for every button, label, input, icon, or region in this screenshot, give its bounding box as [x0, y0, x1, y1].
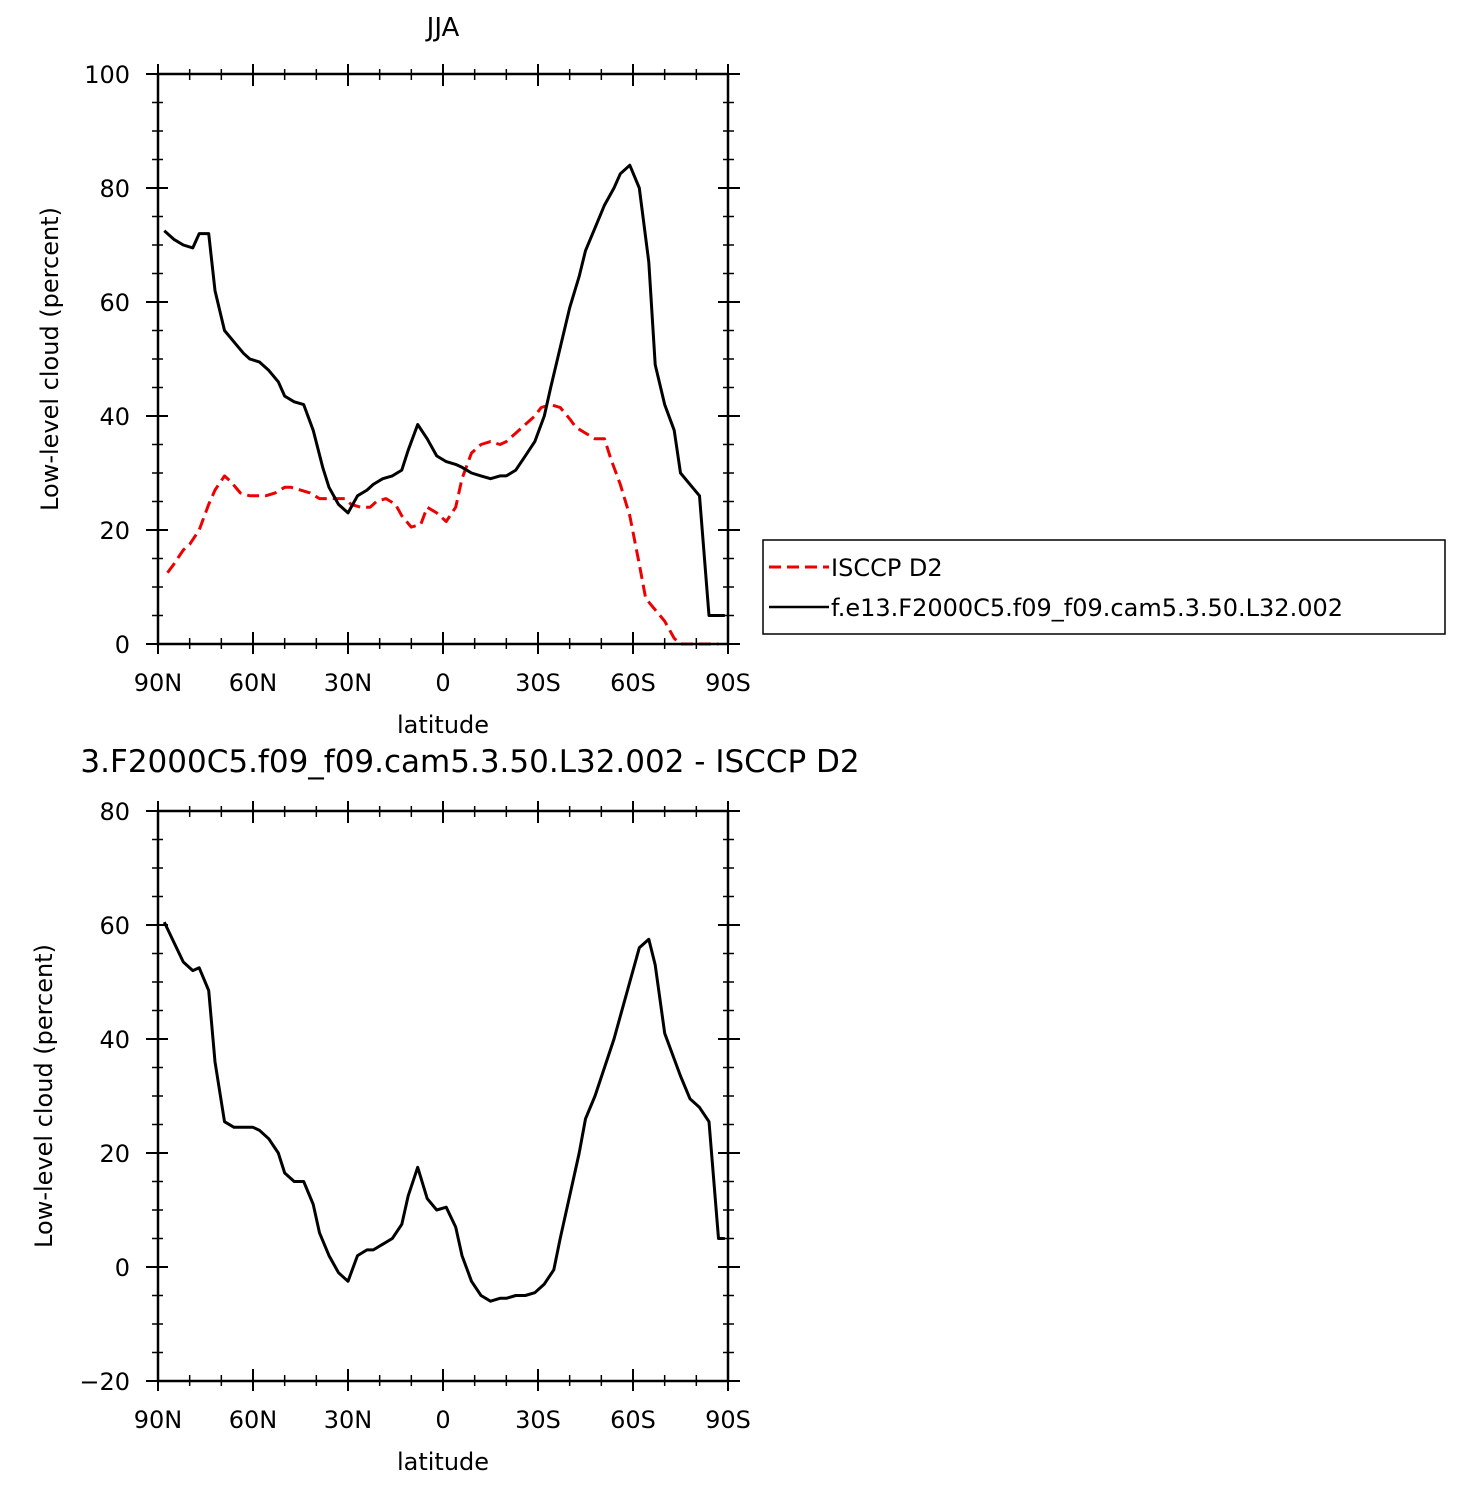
- y-tick-labels: 0 20 40 60 80 100: [84, 61, 130, 659]
- y-tick-label: 100: [84, 61, 130, 89]
- y-tick-label: 80: [99, 175, 130, 203]
- y-tick-label: 0: [115, 631, 130, 659]
- x-tick-label: 60N: [229, 669, 278, 697]
- x-tick-label: 60S: [610, 1406, 656, 1434]
- y-tick-label: 60: [99, 289, 130, 317]
- x-axis-label: latitude: [397, 711, 489, 739]
- x-axis-label: latitude: [397, 1448, 489, 1476]
- y-tick-label: 60: [99, 912, 130, 940]
- series-lines: [162, 921, 725, 1303]
- plot-frame: [156, 72, 730, 646]
- y-tick-label: 0: [115, 1254, 130, 1282]
- y-tick-label: −20: [79, 1368, 130, 1396]
- y-tick-label: 20: [99, 1140, 130, 1168]
- x-tick-label: 0: [435, 669, 450, 697]
- tick-marks: [146, 801, 740, 1391]
- x-tick-label: 30S: [515, 1406, 561, 1434]
- x-tick-labels: 90N 60N 30N 0 30S 60S 90S: [134, 1406, 751, 1434]
- chart-title: JJA: [425, 13, 460, 43]
- plot-frame: [156, 809, 730, 1383]
- series-line-1: [163, 163, 725, 617]
- y-axis-label: Low-level cloud (percent): [30, 944, 58, 1248]
- tick-marks: [146, 64, 740, 654]
- y-tick-label: 40: [99, 1026, 130, 1054]
- x-tick-label: 60S: [610, 669, 656, 697]
- chart-title: 3.F2000C5.f09_f09.cam5.3.50.L32.002 - IS…: [80, 744, 859, 780]
- y-tick-labels: −20 0 20 40 60 80: [79, 798, 130, 1396]
- x-tick-label: 30N: [324, 1406, 373, 1434]
- x-tick-label: 90N: [134, 1406, 183, 1434]
- x-tick-label: 90S: [705, 1406, 751, 1434]
- x-tick-label: 30S: [515, 669, 561, 697]
- series-line-0: [166, 403, 719, 646]
- x-tick-label: 90S: [705, 669, 751, 697]
- top-panel: JJA 90N 60N 30N 0 30S 60S 90S 0 20 40 60 80 100 lat…: [36, 13, 1446, 739]
- legend: ISCCP D2 f.e13.F2000C5.f09_f09.cam5.3.50…: [762, 539, 1446, 635]
- x-tick-label: 30N: [324, 669, 373, 697]
- y-axis-label: Low-level cloud (percent): [36, 207, 64, 511]
- legend-label-isccp: ISCCP D2: [831, 554, 943, 582]
- x-tick-label: 0: [435, 1406, 450, 1434]
- x-tick-labels: 90N 60N 30N 0 30S 60S 90S: [134, 669, 751, 697]
- x-tick-label: 60N: [229, 1406, 278, 1434]
- legend-box: [762, 539, 1446, 635]
- series-line-0: [162, 921, 725, 1303]
- y-tick-label: 20: [99, 517, 130, 545]
- x-tick-label: 90N: [134, 669, 183, 697]
- series-lines: [163, 163, 725, 646]
- legend-label-model: f.e13.F2000C5.f09_f09.cam5.3.50.L32.002: [831, 594, 1343, 622]
- y-tick-label: 80: [99, 798, 130, 826]
- bottom-panel: 3.F2000C5.f09_f09.cam5.3.50.L32.002 - IS…: [30, 744, 860, 1476]
- y-tick-label: 40: [99, 403, 130, 431]
